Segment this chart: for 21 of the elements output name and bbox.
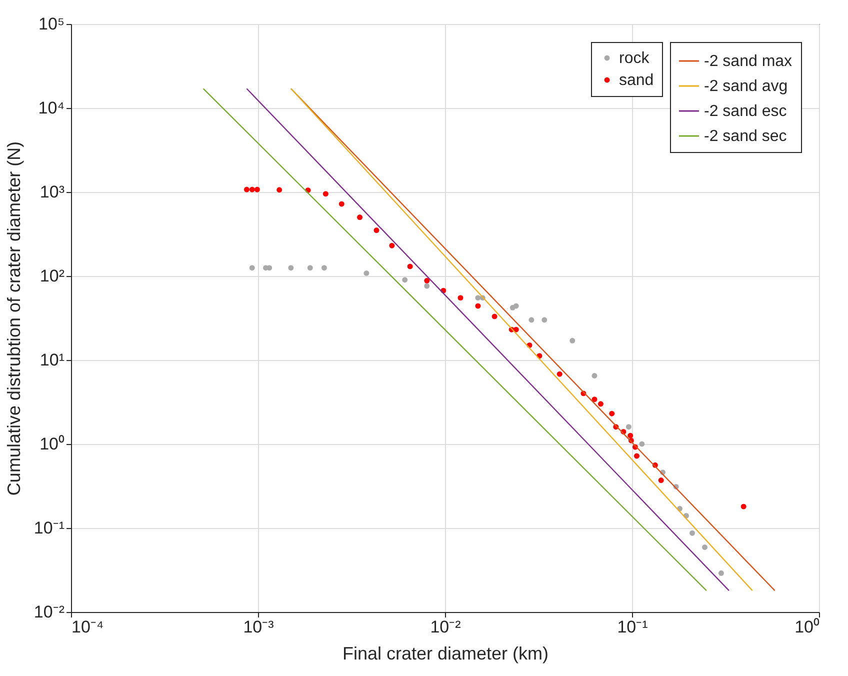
y-tick-label: 10³ (40, 182, 65, 202)
y-tick-label: 10⁵ (38, 14, 64, 34)
x-tick-label: 10⁻⁴ (72, 618, 104, 636)
legend-label: -2 sand max (704, 53, 792, 70)
x-tick-label: 10⁻¹ (617, 618, 648, 636)
y-tick-label: 10⁻¹ (34, 518, 65, 538)
x-tick-label: 10⁻² (430, 618, 462, 636)
y-tick-label: 10² (40, 266, 65, 286)
y-tick-label: 10⁰ (40, 434, 64, 454)
y-axis-title: Cumulative distrubtion of crater diameter (N) (4, 141, 24, 496)
x-tick-label: 10⁰ (794, 618, 820, 636)
legend-label: -2 sand sec (704, 128, 787, 145)
legend-label: -2 sand avg (704, 78, 788, 95)
y-tick-label: 10⁴ (38, 98, 64, 118)
legend-label: rock (619, 50, 650, 67)
y-tick-label: 10⁻² (34, 602, 65, 622)
x-tick-label: 10⁻³ (243, 618, 274, 636)
x-axis-title: Final crater diameter (km) (342, 644, 549, 664)
y-tick-label: 10¹ (40, 350, 65, 370)
legend-label: sand (619, 72, 654, 89)
legend-label: -2 sand esc (704, 103, 787, 120)
